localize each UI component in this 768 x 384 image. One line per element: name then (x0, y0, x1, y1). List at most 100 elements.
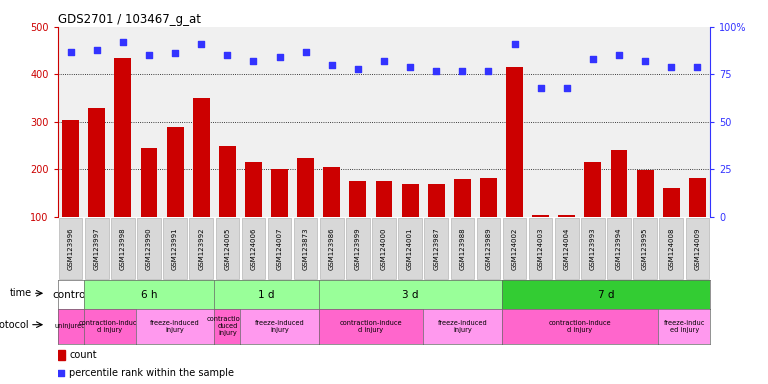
Text: GSM124007: GSM124007 (276, 227, 283, 270)
Bar (480, 178, 497, 217)
FancyBboxPatch shape (137, 218, 161, 279)
Text: contraction-induce
d injury: contraction-induce d injury (339, 320, 402, 333)
Bar (114, 58, 131, 217)
Text: GSM123997: GSM123997 (94, 227, 100, 270)
Bar (663, 189, 680, 217)
Text: freeze-induced
injury: freeze-induced injury (438, 320, 487, 333)
Text: GSM123987: GSM123987 (433, 227, 439, 270)
Bar (271, 169, 288, 217)
Point (535, 84, 547, 91)
FancyBboxPatch shape (190, 218, 213, 279)
Point (561, 84, 573, 91)
Point (456, 68, 468, 74)
Text: GSM123990: GSM123990 (146, 227, 152, 270)
Point (273, 54, 286, 60)
Text: control: control (52, 290, 89, 300)
FancyBboxPatch shape (555, 218, 578, 279)
Text: count: count (69, 350, 97, 360)
Text: GSM123996: GSM123996 (68, 227, 74, 270)
FancyBboxPatch shape (425, 218, 448, 279)
FancyBboxPatch shape (59, 218, 82, 279)
Bar (193, 98, 210, 217)
Text: freeze-induc
ed injury: freeze-induc ed injury (664, 320, 705, 333)
Text: GSM124000: GSM124000 (381, 227, 387, 270)
Bar (428, 184, 445, 217)
Text: GSM124003: GSM124003 (538, 227, 544, 270)
Bar (323, 167, 340, 217)
Text: GSM123991: GSM123991 (172, 227, 178, 270)
Text: 1 d: 1 d (258, 290, 275, 300)
FancyBboxPatch shape (372, 218, 396, 279)
Text: time: time (9, 288, 31, 298)
FancyBboxPatch shape (216, 218, 239, 279)
Text: GSM123989: GSM123989 (485, 227, 492, 270)
Bar (611, 151, 627, 217)
Text: GSM123995: GSM123995 (642, 227, 648, 270)
FancyBboxPatch shape (111, 218, 134, 279)
FancyBboxPatch shape (477, 218, 500, 279)
FancyBboxPatch shape (294, 218, 317, 279)
Text: freeze-induced
injury: freeze-induced injury (255, 320, 304, 333)
Point (508, 41, 521, 47)
Bar (245, 162, 262, 217)
Point (221, 52, 233, 58)
Point (430, 68, 442, 74)
Bar (297, 157, 314, 217)
Point (247, 58, 260, 64)
Bar (219, 146, 236, 217)
Bar (689, 178, 706, 217)
Bar (637, 170, 654, 217)
Text: 6 h: 6 h (141, 290, 157, 300)
Text: GSM123992: GSM123992 (198, 227, 204, 270)
Text: GSM123988: GSM123988 (459, 227, 465, 270)
Point (691, 64, 703, 70)
Text: protocol: protocol (0, 319, 28, 330)
Point (65, 48, 77, 55)
Text: contraction-i
duced
injury: contraction-i duced injury (206, 316, 249, 336)
Text: GSM123999: GSM123999 (355, 227, 361, 270)
Point (587, 56, 599, 62)
Point (195, 41, 207, 47)
Bar (376, 181, 392, 217)
Point (91, 46, 103, 53)
Bar (349, 181, 366, 217)
Text: GSM124009: GSM124009 (694, 227, 700, 270)
FancyBboxPatch shape (85, 218, 108, 279)
Point (639, 58, 651, 64)
Text: GSM124004: GSM124004 (564, 227, 570, 270)
FancyBboxPatch shape (660, 218, 683, 279)
Text: GSM123998: GSM123998 (120, 227, 126, 270)
Point (378, 58, 390, 64)
Point (352, 66, 364, 72)
Point (143, 52, 155, 58)
Bar (558, 215, 575, 217)
FancyBboxPatch shape (607, 218, 631, 279)
Bar (454, 179, 471, 217)
Bar (141, 148, 157, 217)
Text: GSM124008: GSM124008 (668, 227, 674, 270)
FancyBboxPatch shape (399, 218, 422, 279)
FancyBboxPatch shape (503, 218, 526, 279)
Text: GSM123994: GSM123994 (616, 227, 622, 270)
Bar (402, 184, 419, 217)
FancyBboxPatch shape (529, 218, 552, 279)
Point (613, 52, 625, 58)
Bar (88, 108, 105, 217)
Point (300, 48, 312, 55)
Bar (532, 215, 549, 217)
Text: GSM124001: GSM124001 (407, 227, 413, 270)
Bar (62, 119, 79, 217)
Text: contraction-induce
d injury: contraction-induce d injury (548, 320, 611, 333)
Point (169, 50, 181, 56)
FancyBboxPatch shape (268, 218, 291, 279)
Text: GSM123873: GSM123873 (303, 227, 309, 270)
Bar (584, 162, 601, 217)
Text: uninjured: uninjured (55, 323, 87, 329)
Text: GDS2701 / 103467_g_at: GDS2701 / 103467_g_at (58, 13, 200, 26)
Bar (167, 127, 184, 217)
FancyBboxPatch shape (686, 218, 709, 279)
Point (482, 68, 495, 74)
Text: GSM124002: GSM124002 (511, 227, 518, 270)
FancyBboxPatch shape (451, 218, 474, 279)
FancyBboxPatch shape (581, 218, 604, 279)
